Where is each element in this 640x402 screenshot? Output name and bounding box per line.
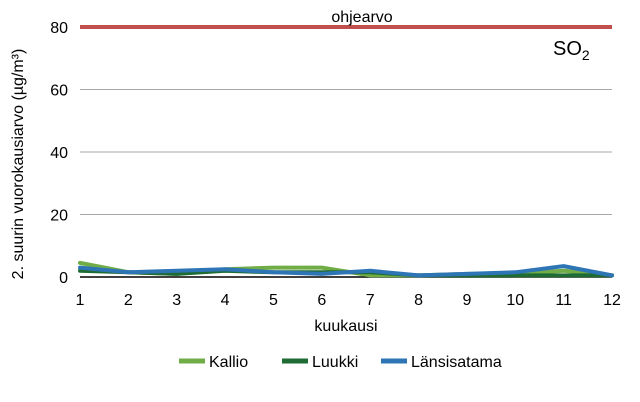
legend: Kallio Luukki Länsisatama — [179, 354, 502, 371]
guideline-label: ohjearvo — [331, 9, 392, 26]
x-tick-label: 5 — [269, 292, 278, 309]
x-axis-label: kuukausi — [314, 318, 377, 335]
x-tick-labels: 1 2 3 4 5 6 7 8 9 10 11 12 — [76, 292, 621, 309]
x-tick-label: 12 — [603, 292, 621, 309]
x-tick-label: 7 — [366, 292, 375, 309]
x-tick-label: 11 — [555, 292, 572, 309]
x-tick-label: 1 — [76, 292, 85, 309]
y-tick-label: 0 — [59, 270, 68, 287]
species-label: SO2 — [553, 38, 590, 63]
x-tick-label: 9 — [462, 292, 471, 309]
series-lines — [78, 260, 614, 278]
y-tick-labels: 0 20 40 60 80 — [50, 20, 68, 287]
y-tick-label: 20 — [50, 208, 68, 225]
species-subscript: 2 — [582, 47, 590, 63]
x-tick-label: 2 — [124, 292, 133, 309]
y-tick-label: 40 — [50, 145, 68, 162]
grid-lines — [80, 26, 612, 215]
x-tick-label: 3 — [172, 292, 181, 309]
series-line-länsisatama — [78, 264, 614, 278]
x-tick-label: 10 — [506, 292, 524, 309]
y-tick-label: 60 — [50, 83, 68, 100]
species-main: SO — [553, 38, 582, 60]
x-tick-label: 4 — [221, 292, 230, 309]
x-tick-label: 6 — [317, 292, 326, 309]
legend-label-luukki: Luukki — [312, 354, 358, 371]
y-tick-label: 80 — [50, 20, 68, 37]
legend-label-kallio: Kallio — [209, 354, 248, 371]
x-tick-label: 8 — [414, 292, 423, 309]
y-axis-label: 2. suurin vuorokausiarvo (µg/m³) — [10, 49, 27, 280]
legend-label-länsisatama: Länsisatama — [411, 354, 502, 371]
